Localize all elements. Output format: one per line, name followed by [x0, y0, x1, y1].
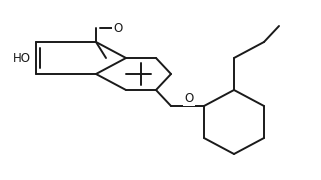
- Text: HO: HO: [13, 51, 31, 64]
- Text: O: O: [184, 91, 194, 105]
- Text: O: O: [113, 21, 123, 35]
